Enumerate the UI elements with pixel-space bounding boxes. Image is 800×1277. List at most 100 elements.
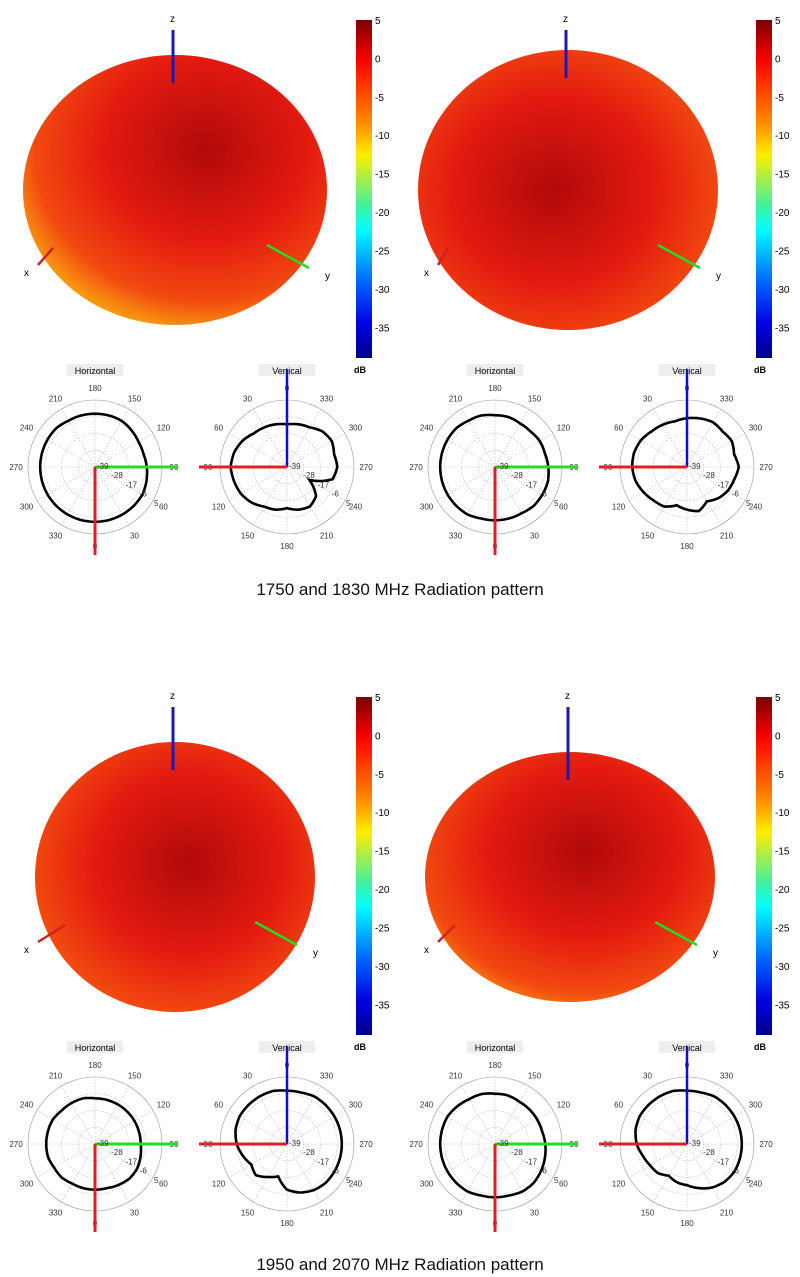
polar-grid-spoke <box>494 1143 554 1178</box>
colorbar-tick-label: 0 <box>375 54 381 65</box>
polar-angle-label: 300 <box>20 503 34 512</box>
polar-grid-spoke <box>94 1143 129 1203</box>
polar-angle-label: 300 <box>20 1180 34 1189</box>
polar-grid-ring <box>636 416 738 518</box>
x-axis-line <box>437 924 456 943</box>
horizontal-title: Horizontal <box>475 366 516 376</box>
vertical-pattern-curve <box>634 1089 744 1190</box>
polar-angle-label: 270 <box>359 463 373 472</box>
radiation-panel-2: zxy50-5-10-15-20-25-30-35dBHorizontal030… <box>400 0 800 580</box>
x-axis-line <box>37 247 54 266</box>
polar-radial-tick: -17 <box>317 1157 329 1166</box>
colorbar <box>356 697 372 1035</box>
polar-angle-label: 30 <box>530 1208 539 1217</box>
radiation-panel-4: zxy50-5-10-15-20-25-30-35dBHorizontal030… <box>400 677 800 1257</box>
polar-angle-label: 180 <box>680 542 694 551</box>
horizontal-pattern-curve <box>438 1092 547 1199</box>
polar-angle-label: 210 <box>449 1072 463 1081</box>
colorbar-tick-label: -20 <box>775 208 790 219</box>
polar-angle-label: 30 <box>130 531 139 540</box>
polar-grid-spoke <box>36 1143 96 1178</box>
polar-grid-spoke <box>461 1143 496 1203</box>
polar-radial-tick: -28 <box>703 471 715 480</box>
polar-radial-tick: -39 <box>689 462 701 471</box>
polar-grid-ring <box>236 1093 338 1195</box>
colorbar-unit: dB <box>354 1042 366 1052</box>
polar-grid-spoke <box>628 466 688 501</box>
polar-radial-tick: -28 <box>303 471 315 480</box>
colorbar-tick-label: -30 <box>375 962 390 973</box>
polar-angle-label: 330 <box>49 1208 63 1217</box>
pattern-3d-surface <box>418 50 718 330</box>
vertical-pattern-curve <box>229 422 339 512</box>
polar-grid-spoke <box>286 408 321 468</box>
polar-radial-tick: -6 <box>540 490 548 499</box>
colorbar-tick-label: -5 <box>375 770 384 781</box>
polar-angle-label: 60 <box>614 1101 623 1110</box>
polar-radial-tick: -28 <box>511 1148 523 1157</box>
polar-radial-tick: -6 <box>140 1167 148 1176</box>
polar-grid-spoke <box>628 433 688 468</box>
colorbar-tick-label: 0 <box>375 731 381 742</box>
polar-radial-tick: -6 <box>140 490 148 499</box>
polar-angle-label: 270 <box>359 1140 373 1149</box>
colorbar-tick-label: 5 <box>375 693 381 704</box>
polar-angle-label: 180 <box>680 1219 694 1228</box>
polar-angle-label: 270 <box>409 1140 423 1149</box>
pattern-3d-surface <box>425 752 715 1002</box>
y-axis-label: y <box>713 948 718 959</box>
polar-radial-tick: -17 <box>125 480 137 489</box>
polar-angle-label: 180 <box>88 1061 102 1070</box>
polar-radial-tick: -6 <box>732 1167 740 1176</box>
colorbar-tick-label: -35 <box>775 1000 790 1011</box>
polar-radial-tick: -28 <box>303 1148 315 1157</box>
colorbar-tick-label: 5 <box>375 16 381 27</box>
polar-angle-label: 30 <box>530 531 539 540</box>
polar-grid-spoke <box>686 1143 721 1203</box>
polar-radial-tick: 5 <box>154 1176 159 1185</box>
caption-top: 1750 and 1830 MHz Radiation pattern <box>256 580 544 599</box>
polar-angle-label: 270 <box>9 1140 23 1149</box>
polar-radial-tick: 5 <box>554 499 559 508</box>
z-axis-label: z <box>170 14 175 25</box>
colorbar-tick-label: -25 <box>775 923 790 934</box>
polar-angle-label: 240 <box>420 1101 434 1110</box>
polar-grid-spoke <box>494 1143 529 1203</box>
polar-grid-spoke <box>286 1085 321 1145</box>
polar-grid-spoke <box>494 408 529 468</box>
polar-angle-label: 330 <box>449 531 463 540</box>
polar-grid-spoke <box>253 466 288 526</box>
colorbar-tick-label: 0 <box>775 54 781 65</box>
colorbar-tick-label: -10 <box>775 131 790 142</box>
polar-radial-tick: -17 <box>717 1157 729 1166</box>
polar-grid-spoke <box>94 1110 154 1145</box>
polar-grid-spoke <box>228 466 288 501</box>
polar-radial-tick: -6 <box>732 490 740 499</box>
colorbar <box>756 20 772 358</box>
polar-angle-label: 240 <box>20 1101 34 1110</box>
polar-grid-spoke <box>653 1085 688 1145</box>
colorbar-tick-label: -5 <box>375 93 384 104</box>
polar-radial-tick: -17 <box>317 480 329 489</box>
polar-grid-spoke <box>286 1110 346 1145</box>
horizontal-polar-plot: Horizontal030609012015018021024027030033… <box>409 364 579 555</box>
polar-angle-label: 210 <box>320 1208 334 1217</box>
polar-angle-label: 150 <box>641 531 655 540</box>
y-axis-line <box>657 243 701 270</box>
polar-angle-label: 240 <box>349 1180 363 1189</box>
colorbar-tick-label: -15 <box>375 170 390 181</box>
polar-grid-spoke <box>286 433 346 468</box>
horizontal-title: Horizontal <box>75 366 116 376</box>
colorbar-tick-label: -20 <box>375 885 390 896</box>
x-axis-label: x <box>424 945 429 956</box>
x-axis-line <box>37 923 66 944</box>
polar-angle-label: 150 <box>528 1072 542 1081</box>
colorbar-tick-label: -20 <box>375 208 390 219</box>
colorbar-tick-label: -30 <box>775 285 790 296</box>
polar-grid-spoke <box>94 408 129 468</box>
y-axis-line <box>654 920 698 947</box>
polar-angle-label: 210 <box>49 395 63 404</box>
polar-angle-label: 300 <box>749 424 763 433</box>
polar-angle-label: 240 <box>349 503 363 512</box>
